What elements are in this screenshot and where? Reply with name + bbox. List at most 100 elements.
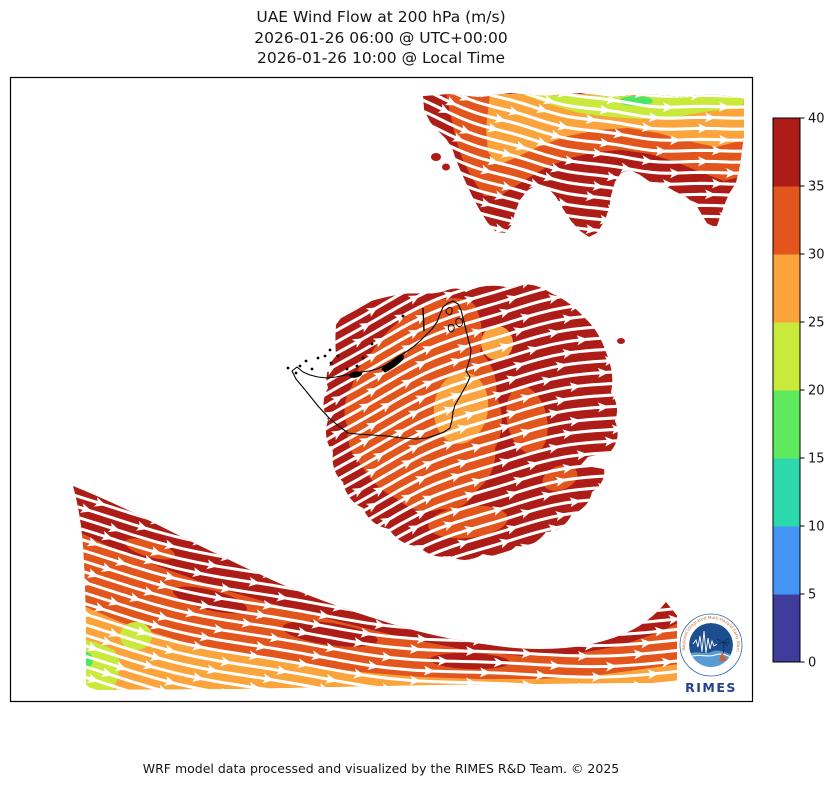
streamline-arrow-icon (213, 729, 226, 741)
streamline-arrow-icon (548, 62, 561, 74)
streamline-arrow-icon (415, 241, 429, 255)
streamline-arrow-icon (655, 699, 667, 710)
streamline-arrow-icon (408, 61, 422, 75)
streamline-arrow-icon (606, 451, 617, 461)
streamline-arrow-icon (599, 104, 611, 115)
streamline-arrow-icon (611, 284, 618, 286)
streamline-arrow-icon (465, 572, 477, 583)
streamline-arrow-icon (365, 537, 378, 548)
streamline-arrow-icon (444, 96, 457, 106)
streamline-arrow-icon (670, 388, 681, 398)
streamline-arrow-icon (360, 627, 372, 638)
streamline-arrow-icon (220, 341, 232, 353)
streamline-arrow-icon (310, 162, 325, 176)
streamline-arrow-icon (164, 466, 177, 478)
streamline-arrow-icon (372, 487, 385, 497)
streamline-arrow-icon (164, 435, 177, 447)
uae-coastline-outline (286, 300, 472, 440)
streamline (323, 369, 618, 494)
streamline-arrow-icon (269, 632, 281, 643)
streamline-arrow-icon (150, 546, 162, 556)
streamline-arrow-icon (691, 310, 702, 320)
streamline-arrow-icon (422, 31, 436, 45)
streamline-arrow-icon (564, 155, 576, 166)
streamline-arrow-icon (421, 346, 434, 356)
streamline-arrow-icon (564, 45, 576, 57)
streamline-arrow-icon (592, 180, 604, 191)
streamline-arrow-icon (634, 308, 646, 320)
streamline-arrow-icon (442, 291, 455, 301)
streamline-arrow-icon (471, 15, 484, 28)
streamline-arrow-icon (604, 471, 616, 482)
streamline-arrow-icon (542, 596, 554, 607)
streamline-arrow-icon (331, 81, 345, 95)
streamline-arrow-icon (577, 577, 589, 588)
streamline-arrow-icon (498, 343, 511, 353)
streamline-arrow-icon (248, 335, 260, 347)
streamline-arrow-icon (304, 486, 316, 491)
streamline-arrow-icon (457, 76, 470, 89)
streamline-arrow-icon (438, 27, 452, 41)
sail-icon (719, 652, 727, 661)
streamline-arrow-icon (255, 431, 267, 443)
streamline-arrow-icon (213, 487, 225, 498)
streamline-arrow-icon (463, 491, 476, 502)
streamline-arrow-icon (100, 562, 113, 572)
streamline-arrow-icon (381, 546, 393, 557)
streamline-arrow-icon (415, 586, 429, 600)
streamline-arrow-icon (394, 80, 408, 94)
streamline-arrow-icon (604, 551, 616, 560)
streamline-arrow-icon (351, 338, 364, 348)
streamline-arrow-icon (407, 295, 420, 305)
streamline-arrow-icon (494, 3, 507, 15)
streamline (73, 597, 706, 679)
streamline-arrow-icon (535, 669, 547, 680)
streamline-arrow-icon (506, 27, 519, 40)
streamline-arrow-icon (648, 189, 660, 200)
streamline-arrow-icon (576, 450, 588, 461)
streamline-arrow-icon (330, 395, 343, 406)
streamline (300, 0, 622, 90)
streamline-arrow-icon (598, 57, 610, 68)
streamline-arrow-icon (415, 195, 429, 209)
streamline-arrow-icon (317, 32, 332, 46)
streamline-arrow-icon (486, 625, 498, 636)
colorbar-segment (773, 390, 800, 459)
colorbar-tick-label: 15 (808, 452, 825, 467)
streamline-arrow-icon (451, 132, 464, 142)
streamline-arrow-icon (87, 327, 101, 340)
streamline-arrow-icon (598, 525, 610, 536)
colorbar-segment (773, 594, 800, 663)
streamline-arrow-icon (725, 168, 737, 179)
streamline-arrow-icon (86, 641, 99, 652)
streamline-arrow-icon (697, 422, 709, 433)
streamline-arrow-icon (555, 284, 567, 291)
streamline-arrow-icon (323, 411, 336, 422)
streamline-arrow-icon (359, 169, 373, 183)
streamline-arrow-icon (128, 487, 141, 497)
streamline-arrow-icon (654, 521, 666, 532)
streamline-arrow-icon (421, 495, 434, 505)
streamline-arrow-icon (529, 68, 543, 81)
streamline-arrow-icon (654, 626, 666, 637)
streamline-arrow-icon (297, 343, 310, 355)
streamline-arrow-icon (87, 778, 101, 788)
streamline-arrow-icon (604, 436, 616, 447)
streamline-arrow-icon (633, 649, 645, 660)
streamline-arrow-icon (94, 287, 108, 300)
streamline-arrow-icon (599, 0, 611, 6)
streamline-arrow-icon (541, 259, 554, 271)
streamline-arrow-icon (520, 621, 533, 634)
streamline-arrow-icon (323, 461, 329, 472)
streamline-arrow-icon (129, 277, 142, 290)
streamline (421, 0, 750, 19)
streamline-arrow-icon (255, 326, 267, 338)
streamline-arrow-icon (415, 46, 429, 60)
streamline-arrow-icon (352, 219, 366, 233)
colorbar-segment (773, 458, 800, 527)
streamline-arrow-icon (373, 563, 388, 577)
streamline (323, 496, 618, 560)
streamline-arrow-icon (443, 207, 457, 220)
streamline-arrow-icon (324, 16, 339, 30)
streamline-arrow-icon (661, 552, 673, 563)
